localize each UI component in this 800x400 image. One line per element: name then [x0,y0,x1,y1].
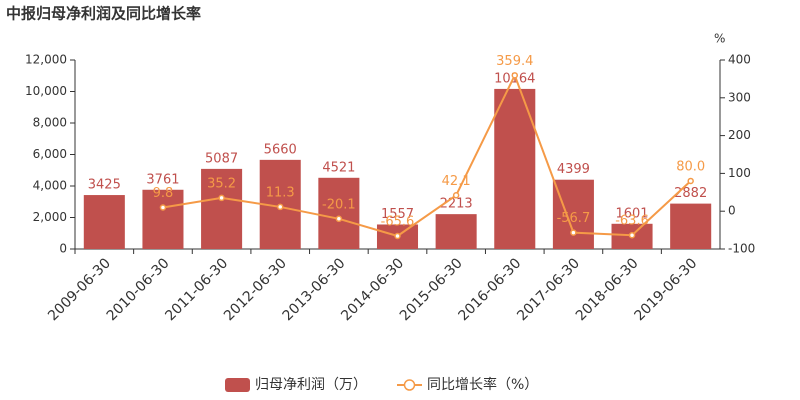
legend-label: 同比增长率（%） [427,376,538,393]
line-label: 80.0 [676,159,705,174]
line-point [394,232,401,240]
line-label: 359.4 [496,54,533,69]
y-tick-label: 2,000 [33,210,67,224]
line-label: 11.3 [266,185,295,200]
bar-label: 2882 [674,186,707,201]
bar [670,203,712,249]
line-point [452,192,460,199]
line-point [687,177,694,185]
y-tick-label: 10,000 [25,84,67,98]
y2-tick-label: -100 [728,242,755,256]
chart-title: 中报归母净利润及同比增长率 [6,5,201,23]
y2-tick-label: 100 [728,166,751,180]
bar-label: 3761 [146,172,179,187]
y-tick-label: 0 [59,242,67,256]
line-point [511,72,519,79]
line-label: -56.7 [557,211,591,226]
legend-item: 归母净利润（万） [225,376,367,393]
y-tick-label: 4,000 [33,179,67,193]
bar [552,179,594,249]
line-point [218,194,225,202]
legend-swatch-point [403,379,416,391]
line-label: -65.6 [381,214,415,229]
y2-tick-label: 300 [728,90,751,104]
bar [494,88,536,250]
y-tick-label: 8,000 [33,116,67,130]
line-point [276,203,284,211]
line-point [628,231,636,239]
y2-unit: % [714,32,725,46]
line-point [335,215,343,223]
legend-item: 同比增长率（%） [397,376,538,393]
bar-label: 1557 [381,207,414,222]
bar [83,195,125,249]
bar-label: 4399 [557,162,590,177]
line-label: 42.1 [442,174,471,189]
bar-label: 5660 [264,142,297,157]
y2-tick-label: 200 [728,128,751,142]
bar-label: 10164 [494,71,535,86]
line-point [159,204,167,211]
bar [142,189,184,249]
line-label: 35.2 [207,176,236,191]
bar-label: 5087 [205,151,238,166]
x-tick-label: 2019-06-30 [631,255,700,324]
y2-tick-label: 0 [728,204,736,218]
y-tick-label: 6,000 [33,147,67,161]
y2-tick-label: 400 [728,53,751,67]
bar [318,177,360,249]
legend-label: 归母净利润（万） [255,376,367,393]
line-label: -63.6 [615,214,649,229]
y-tick-label: 12,000 [25,53,67,67]
bar-label: 3425 [88,178,121,193]
line [162,72,692,238]
bar [435,214,477,249]
bar-label: 1601 [615,206,648,221]
legend-swatch [225,378,250,392]
bar [201,168,243,249]
bar-label: 4521 [322,160,355,175]
line-label: -20.1 [322,197,356,212]
line-point [570,229,577,236]
line-label: 9.8 [153,186,174,201]
